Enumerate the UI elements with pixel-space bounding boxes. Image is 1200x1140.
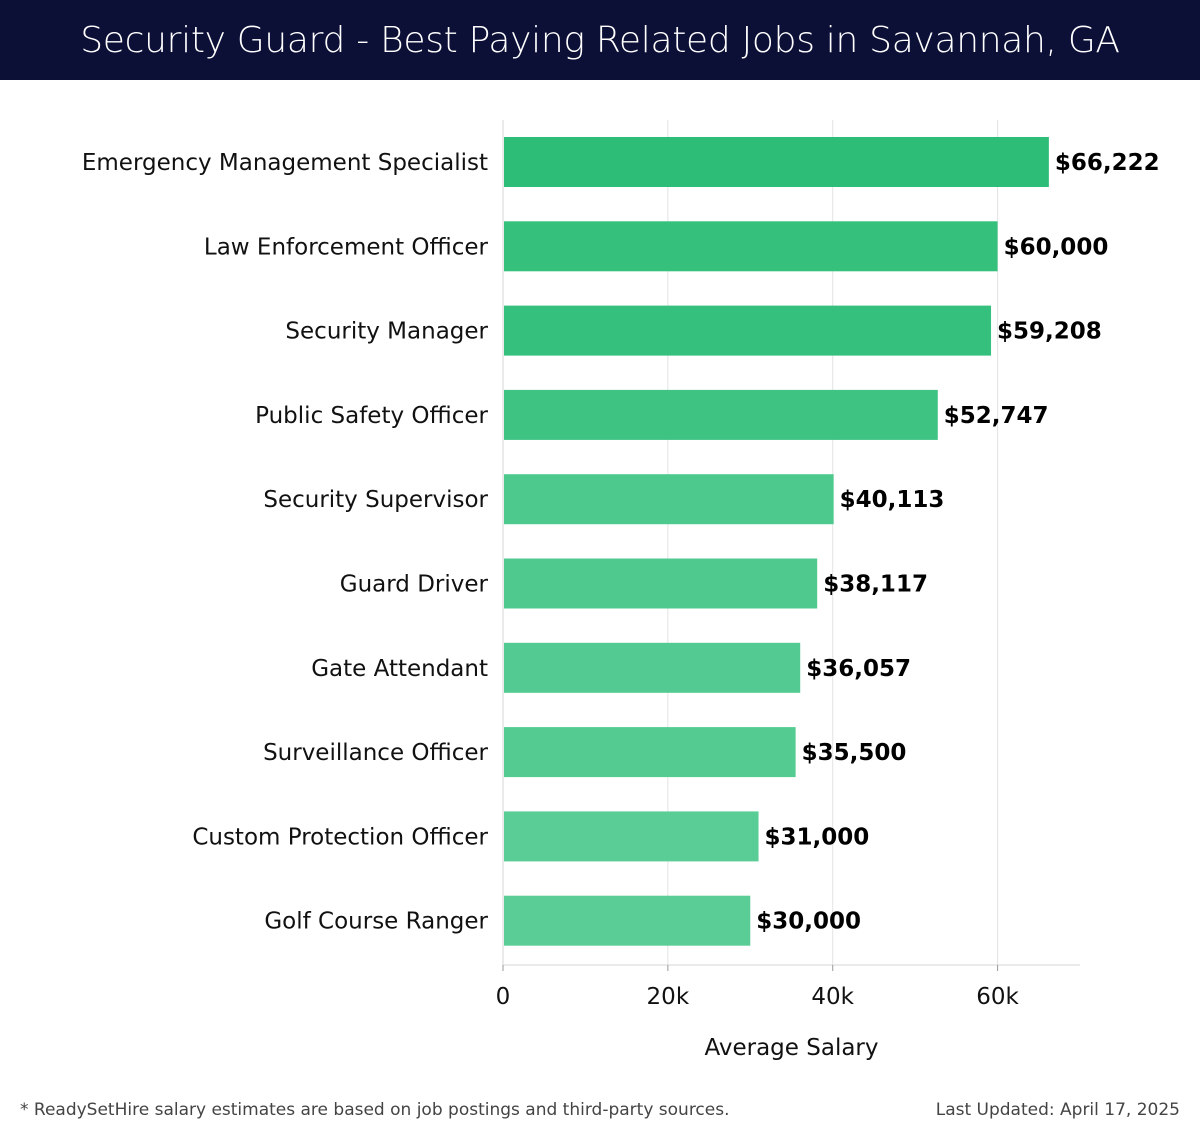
bar-2 — [504, 305, 992, 356]
value-label-0: $66,222 — [1055, 150, 1160, 176]
value-label-6: $36,057 — [806, 656, 911, 682]
tick-label-1: 20k — [647, 984, 690, 1010]
category-label-0: Emergency Management Specialist — [82, 150, 488, 176]
value-label-7: $35,500 — [802, 740, 907, 766]
x-axis-title: Average Salary — [704, 1035, 878, 1061]
value-label-9: $30,000 — [756, 909, 861, 935]
value-label-2: $59,208 — [997, 319, 1102, 345]
value-label-1: $60,000 — [1004, 234, 1109, 260]
labels: Emergency Management Specialist $66,222 La… — [82, 150, 1160, 935]
bar-0 — [504, 137, 1049, 187]
category-label-9: Golf Course Ranger — [264, 909, 488, 935]
tick-label-2: 40k — [811, 984, 854, 1010]
bar-chart: Emergency Management Specialist $66,222 La… — [82, 120, 1160, 1061]
x-axis: 0 20k 40k 60k Average Salary — [496, 120, 1080, 1061]
value-label-3: $52,747 — [944, 403, 1049, 429]
bar-6 — [504, 642, 801, 693]
bar-9 — [504, 895, 751, 946]
category-label-7: Surveillance Officer — [263, 740, 488, 766]
category-label-6: Gate Attendant — [311, 656, 488, 682]
bar-7 — [504, 727, 796, 778]
chart-header: Security Guard - Best Paying Related Job… — [0, 0, 1200, 80]
category-label-4: Security Supervisor — [263, 487, 488, 513]
category-label-3: Public Safety Officer — [255, 403, 488, 429]
bar-1 — [504, 221, 998, 272]
bars — [504, 137, 1049, 946]
category-label-2: Security Manager — [285, 319, 488, 345]
last-updated: Last Updated: April 17, 2025 — [935, 1100, 1180, 1120]
category-label-5: Guard Driver — [340, 572, 489, 598]
value-label-4: $40,113 — [840, 487, 945, 513]
tick-label-0: 0 — [496, 984, 511, 1010]
value-label-8: $31,000 — [765, 824, 870, 850]
footer-note: * ReadySetHire salary estimates are base… — [20, 1100, 730, 1120]
bar-5 — [504, 558, 818, 609]
bar-8 — [504, 811, 759, 862]
category-label-8: Custom Protection Officer — [192, 824, 488, 850]
bar-3 — [504, 389, 938, 440]
chart-title: Security Guard - Best Paying Related Job… — [80, 19, 1120, 61]
category-label-1: Law Enforcement Officer — [204, 234, 489, 260]
value-label-5: $38,117 — [823, 572, 928, 598]
bar-4 — [504, 474, 834, 525]
tick-label-3: 60k — [976, 984, 1019, 1010]
